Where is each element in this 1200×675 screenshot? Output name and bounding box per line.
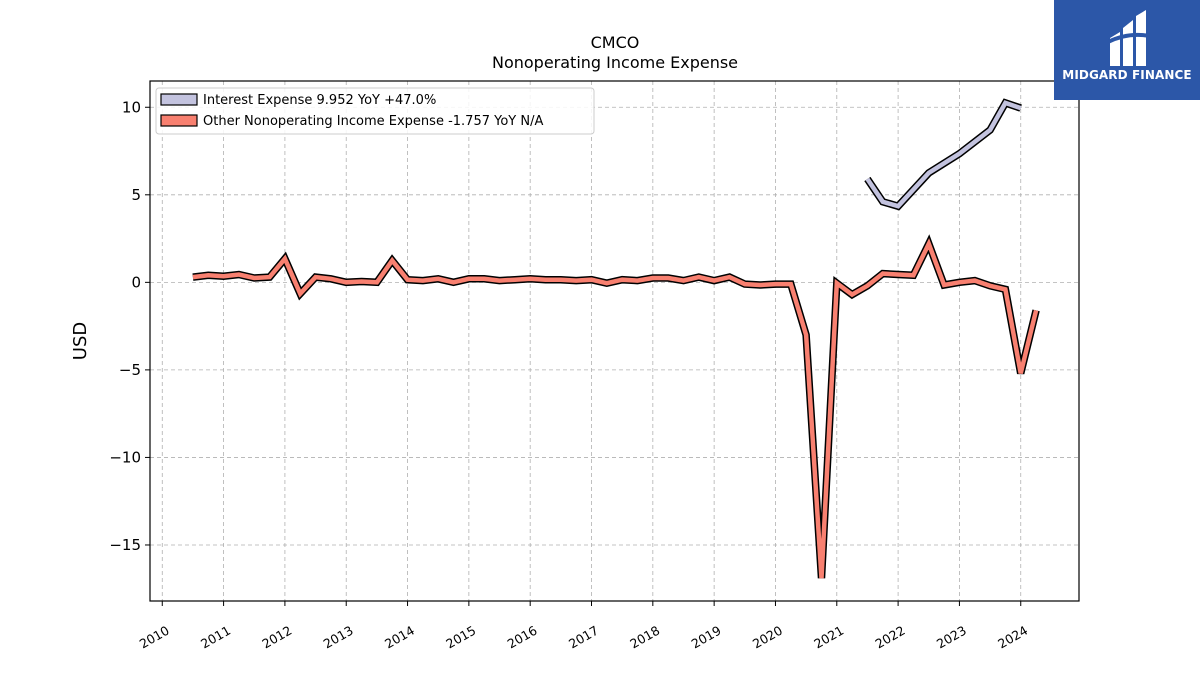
y-tick-label: 0	[131, 273, 141, 291]
midgard-finance-logo: MIDGARD FINANCE	[1054, 0, 1200, 100]
series-layer	[192, 98, 1040, 579]
x-tick-label: 2013	[321, 623, 356, 652]
legend: Interest Expense 9.952 YoY +47.0% Other …	[155, 87, 595, 135]
grid-lines	[150, 81, 1079, 601]
series-line-interest-expense	[865, 100, 1022, 209]
midgard-logo-icon	[1107, 10, 1151, 66]
x-tick-label: 2024	[995, 623, 1030, 652]
y-tick-label: 5	[131, 186, 141, 204]
x-tick-label: 2022	[873, 623, 908, 652]
y-tick-label: −15	[109, 536, 141, 554]
x-tick-label: 2012	[259, 623, 294, 652]
legend-swatch-interest-expense	[160, 93, 198, 106]
x-tick-label: 2014	[382, 623, 417, 652]
x-tick-label: 2019	[689, 623, 724, 652]
chart-subtitle: Nonoperating Income Expense	[492, 53, 738, 72]
legend-box	[155, 87, 595, 135]
series-line-other-nonoperating-income-expense	[192, 238, 1039, 579]
legend-label-other-nonoperating: Other Nonoperating Income Expense -1.757…	[203, 114, 543, 129]
x-tick-label: 2016	[505, 623, 540, 652]
x-tick-label: 2010	[137, 623, 172, 652]
x-tick-label: 2011	[198, 623, 233, 652]
x-ticks: 2010 2011 2012 2013 2014 2015 2016 2017 2018 2019…	[137, 601, 1030, 652]
series-outline-other-nonoperating-income-expense	[192, 234, 1040, 579]
x-tick-label: 2020	[750, 623, 785, 652]
logo-text: MIDGARD FINANCE	[1062, 68, 1192, 82]
legend-label-interest-expense: Interest Expense 9.952 YoY +47.0%	[203, 93, 436, 108]
y-tick-label: −10	[109, 448, 141, 466]
y-axis-label: USD	[70, 322, 91, 360]
chart-title: CMCO	[591, 33, 640, 52]
x-tick-label: 2018	[627, 623, 662, 652]
y-tick-label: −5	[119, 361, 141, 379]
y-tick-label: 10	[122, 98, 141, 116]
x-tick-label: 2021	[811, 623, 846, 652]
x-tick-label: 2023	[934, 623, 969, 652]
plot-frame	[149, 80, 1080, 602]
x-tick-label: 2017	[566, 623, 601, 652]
y-ticks: 10 5 0 −5 −10 −15	[109, 98, 150, 554]
legend-swatch-other-nonoperating	[160, 114, 198, 127]
x-tick-label: 2015	[443, 623, 478, 652]
